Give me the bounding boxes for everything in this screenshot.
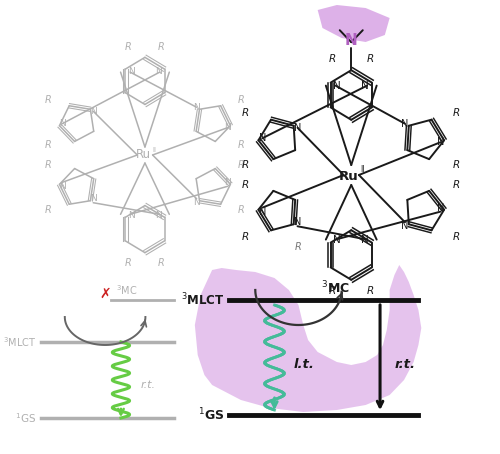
Text: N: N bbox=[258, 207, 266, 217]
Polygon shape bbox=[195, 265, 422, 412]
Text: N: N bbox=[362, 235, 369, 245]
Text: N: N bbox=[156, 67, 162, 76]
Text: N: N bbox=[59, 182, 66, 191]
Text: N: N bbox=[294, 217, 301, 227]
Text: $^3$MC: $^3$MC bbox=[116, 283, 138, 297]
Text: R: R bbox=[238, 159, 245, 169]
Text: R: R bbox=[328, 286, 336, 296]
Text: $^1$GS: $^1$GS bbox=[16, 411, 36, 425]
Text: R: R bbox=[45, 159, 52, 169]
Text: R: R bbox=[45, 205, 52, 215]
Text: ✗: ✗ bbox=[100, 287, 111, 301]
Text: N: N bbox=[90, 107, 96, 116]
Text: R: R bbox=[238, 95, 245, 105]
Text: N: N bbox=[436, 202, 444, 212]
Text: R: R bbox=[453, 180, 460, 190]
Text: N: N bbox=[128, 67, 134, 76]
Text: $^3$MC: $^3$MC bbox=[320, 280, 350, 296]
Text: Ru: Ru bbox=[136, 148, 150, 162]
Text: R: R bbox=[45, 140, 52, 150]
Text: R: R bbox=[45, 95, 52, 105]
Text: R: R bbox=[453, 108, 460, 118]
Text: N: N bbox=[193, 103, 200, 112]
Text: R: R bbox=[242, 232, 250, 242]
Text: N: N bbox=[224, 178, 231, 187]
Text: Ru: Ru bbox=[338, 171, 358, 183]
Text: R: R bbox=[242, 160, 250, 170]
Text: N: N bbox=[90, 194, 96, 203]
Text: R: R bbox=[125, 42, 132, 52]
Text: R: R bbox=[453, 160, 460, 170]
Text: II: II bbox=[360, 166, 365, 174]
Text: R: R bbox=[242, 108, 250, 118]
Text: r.t.: r.t. bbox=[394, 359, 415, 371]
Text: II: II bbox=[152, 147, 156, 153]
Text: r.t.: r.t. bbox=[140, 380, 155, 390]
Text: $^3$MLCT: $^3$MLCT bbox=[3, 335, 36, 349]
Text: R: R bbox=[238, 140, 245, 150]
Text: N: N bbox=[258, 133, 266, 143]
Text: N: N bbox=[402, 221, 408, 231]
Text: R: R bbox=[453, 232, 460, 242]
Text: N: N bbox=[224, 123, 231, 132]
Text: $^1$GS: $^1$GS bbox=[198, 407, 224, 423]
Text: N: N bbox=[362, 81, 369, 91]
Text: R: R bbox=[367, 286, 374, 296]
Polygon shape bbox=[318, 5, 390, 42]
Text: N: N bbox=[128, 211, 134, 220]
Text: N: N bbox=[59, 119, 66, 128]
Text: N: N bbox=[294, 123, 301, 133]
Text: $^3$MLCT: $^3$MLCT bbox=[181, 292, 224, 308]
Text: R: R bbox=[328, 54, 336, 64]
Text: N: N bbox=[345, 33, 358, 48]
Text: N: N bbox=[436, 137, 444, 147]
Text: l.t.: l.t. bbox=[294, 359, 314, 371]
Text: R: R bbox=[158, 258, 164, 268]
Text: R: R bbox=[158, 42, 164, 52]
Text: R: R bbox=[295, 242, 302, 252]
Text: R: R bbox=[238, 205, 245, 215]
Text: R: R bbox=[125, 258, 132, 268]
Text: R: R bbox=[367, 54, 374, 64]
Text: N: N bbox=[334, 81, 341, 91]
Text: R: R bbox=[242, 180, 250, 190]
Text: N: N bbox=[334, 235, 341, 245]
Text: N: N bbox=[156, 211, 162, 220]
Text: N: N bbox=[402, 119, 408, 129]
Text: N: N bbox=[193, 198, 200, 207]
